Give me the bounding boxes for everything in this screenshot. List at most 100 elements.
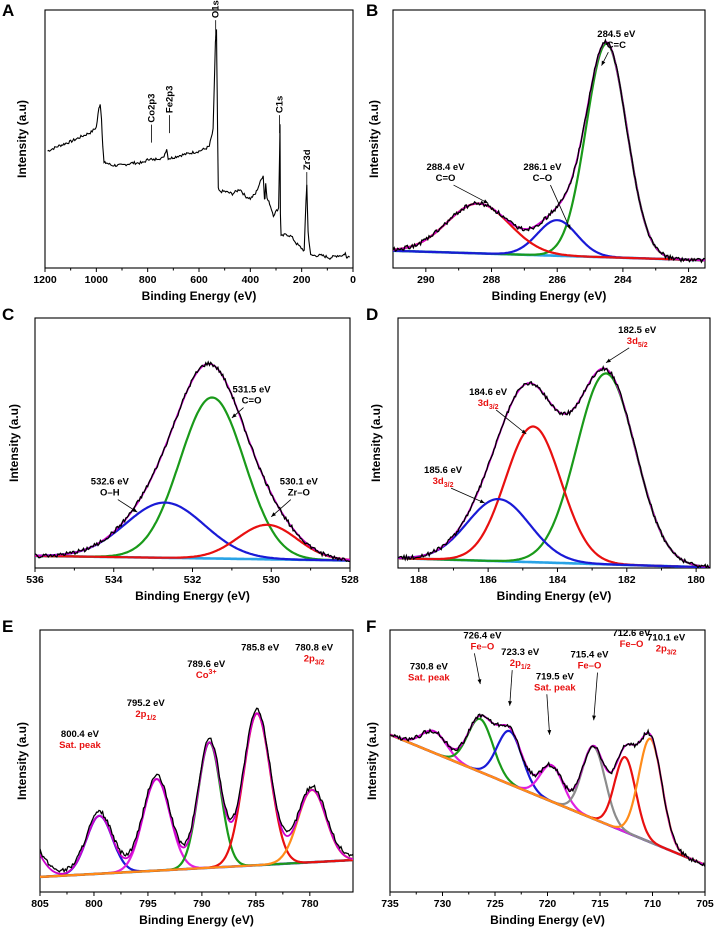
x-tick-label: 1000 [85,274,109,286]
peak-assignment-label: Zr–O [288,488,310,499]
x-axis-label: Binding Energy (eV) [142,289,257,303]
envelope-fit-line [40,712,353,875]
peak-assignment-label: Sat. peak [408,673,450,684]
x-tick-label: 536 [26,574,44,586]
x-tick-label: 200 [293,274,311,286]
subscript: 1/2 [146,715,156,722]
survey-line [47,29,350,260]
x-tick-label: 600 [190,274,208,286]
raw-data-line [393,38,705,264]
peak-assignment-label: 2p3/2 [304,653,325,666]
axes-frame [397,317,711,569]
x-tick-label: 800 [139,274,157,286]
x-tick-label: 735 [381,898,399,910]
x-tick-label: 790 [193,898,211,910]
component-peak-3 [35,523,350,561]
x-tick-label: 532 [184,574,202,586]
peak-energy-label: 284.5 eV [597,29,636,40]
y-axis-label: Intensity (a.u) [367,100,381,178]
y-axis-label: Intensity (a.u) [15,722,29,800]
envelope-fit-line [35,362,350,561]
peak-assignment-label: 2p1/2 [510,658,531,671]
annotation-arrow [495,409,527,435]
peak-energy-label: 715.4 eV [570,650,609,661]
peak-energy-label: 710.1 eV [647,633,686,644]
x-tick-label: 710 [644,898,662,910]
plot-area [40,707,353,879]
peak-assignment-label: C=O [242,396,262,407]
arrow-head [592,715,597,721]
peak-assignment-label: C–O [533,173,553,184]
x-tick-label: 184 [549,574,567,586]
y-axis-label: Intensity (a.u) [369,404,383,482]
arrow-head [477,679,482,685]
arrow-head [231,413,237,418]
panel-f: F 735 730 725 720 715 710 705 Binding Energy (eV… [365,617,714,927]
x-tick-label: 720 [539,898,557,910]
peak-assignment-label: 3d5/2 [627,336,648,349]
peak-assignment-label: C=C [607,40,626,51]
peak-label: Fe2p3 [164,86,175,113]
x-tick-label: 282 [680,274,698,286]
subscript: 3/2 [667,650,677,657]
peak-energy-label: 780.8 eV [295,642,334,653]
annotation-arrow [593,672,598,721]
panel-e: E 805 800 795 790 785 780 Binding Energy (eV) In… [2,617,354,927]
annotation-arrow [453,184,489,204]
x-axis-label: Binding Energy (eV) [497,589,612,603]
axes-frame [392,9,706,269]
plot-area [393,38,705,264]
panel-c: C 536 534 532 530 528 Binding Energy (eV) Inten… [2,305,359,603]
arrow-head [483,199,489,204]
arrow-head [508,701,512,706]
arrow-head [132,508,138,513]
peak-assignment-label: O–H [100,488,120,499]
peak-label: O1s [211,0,222,18]
peak-energy-label: 182.5 eV [618,325,657,336]
component-peak-2 [390,717,705,866]
x-tick-label: 188 [410,574,428,586]
peak-energy-label: 530.1 eV [280,477,319,488]
y-axis-label: Intensity (a.u) [365,722,379,800]
panel-letter: E [2,617,13,636]
arrow-head [271,512,276,517]
x-tick-label: 182 [618,574,636,586]
panel-letter: A [2,1,14,20]
arrow-head [547,729,552,735]
peak-energy-label: 719.5 eV [536,671,575,682]
panel-d: D 188 186 184 182 180 Binding Energy (eV) Inten… [366,305,711,603]
raw-data-line [398,365,710,568]
peak-assignment-label: Fe–O [578,661,602,672]
peak-energy-label: 726.4 eV [463,630,502,641]
x-tick-label: 725 [486,898,504,910]
x-tick-label: 0 [350,274,356,286]
peak-assignment-label: C=O [436,173,456,184]
peak-energy-label: 288.4 eV [427,162,466,173]
x-axis-label: Binding Energy (eV) [490,913,605,927]
peak-assignment-label: Fe–O [620,639,644,650]
subscript: 3/2 [444,482,454,489]
x-tick-label: 534 [105,574,123,586]
x-tick-label: 400 [242,274,260,286]
x-tick-label: 186 [479,574,497,586]
subscript: 1/2 [521,664,531,671]
x-tick-label: 528 [341,574,359,586]
panel-letter: D [366,305,378,324]
component-peak-2 [35,501,350,562]
x-tick-label: 780 [301,898,319,910]
x-axis-label: Binding Energy (eV) [135,589,250,603]
annotation-arrow [509,670,513,706]
superscript: 3+ [209,669,217,676]
peak-energy-label: 730.8 eV [410,662,449,673]
x-tick-label: 286 [548,274,566,286]
peak-energy-label: 800.4 eV [61,729,100,740]
panel-letter: B [366,1,378,20]
peak-label: Zr3d [302,149,313,170]
x-axis-label: Binding Energy (eV) [492,289,607,303]
peak-assignment-label: Co3+ [196,669,217,681]
panel-b: B 290 288 286 284 282 Binding Energy (eV) Inten… [366,1,706,303]
arrow-head [521,429,527,434]
peak-energy-label: 286.1 eV [523,162,562,173]
peak-energy-label: 184.6 eV [469,387,508,398]
peak-label: Co2p3 [147,94,158,123]
